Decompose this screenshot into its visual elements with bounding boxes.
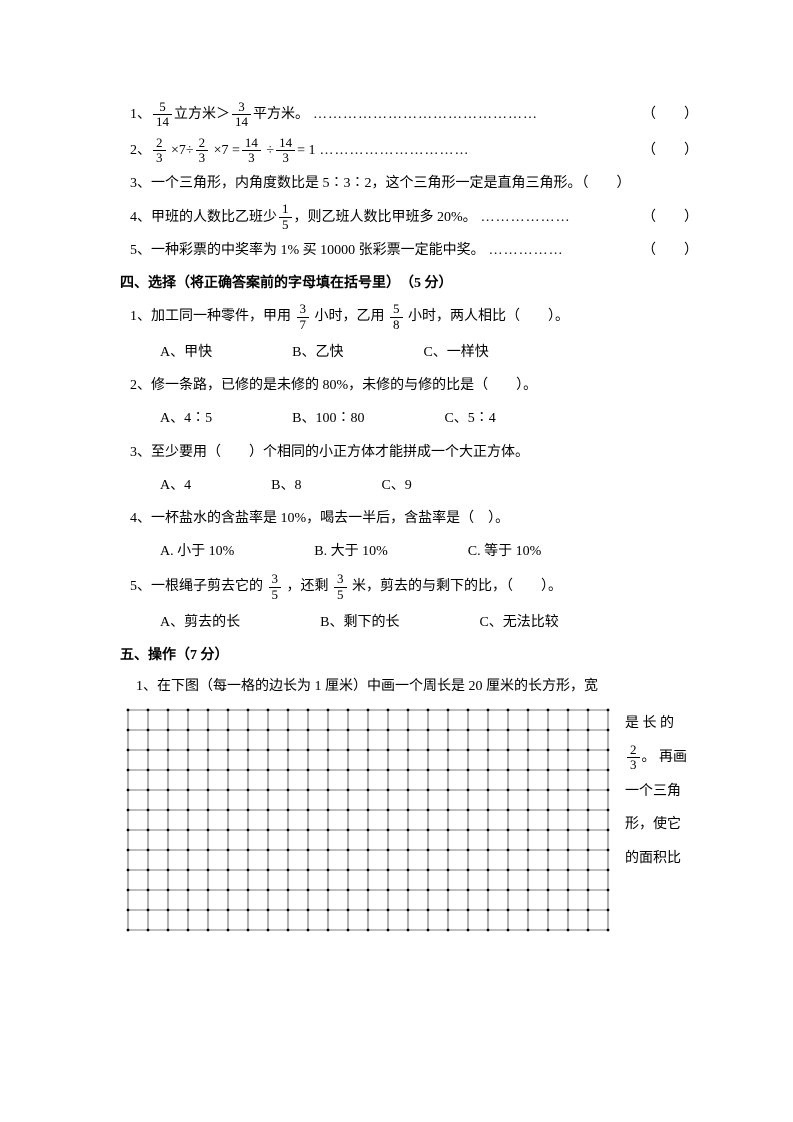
op-mul: ×7÷ bbox=[168, 138, 194, 163]
side-r1a: 是 bbox=[625, 707, 639, 741]
mc-q2: 2、修一条路，已修的是未修的 80%，未修的与修的比是（ ）。 bbox=[130, 373, 698, 398]
tf-q2: 2、 23 ×7÷ 23 ×7 = 143 ÷ 143 = 1 ……………………… bbox=[130, 136, 698, 166]
side-text: 是 长 的 23 。 再画 一个三角 形，使它 的面积比 bbox=[625, 707, 687, 875]
mc-q5-mid: ，还剩 bbox=[287, 579, 329, 594]
side-r1b: 长 bbox=[643, 707, 657, 741]
dots: ……………………………………… bbox=[313, 102, 638, 127]
mc-q3: 3、至少要用（ ）个相同的小正方体才能拼成一个大正方体。 bbox=[130, 440, 698, 465]
tf-q2-prefix: 2、 bbox=[130, 138, 151, 163]
mc-q1-c: C、一样快 bbox=[423, 340, 488, 365]
mc-q4-a: A. 小于 10% bbox=[160, 539, 234, 564]
op-div: ÷ bbox=[263, 138, 274, 163]
mc-q1-options: A、甲快 B、乙快 C、一样快 bbox=[160, 340, 698, 365]
mc-q4-c: C. 等于 10% bbox=[468, 539, 542, 564]
mc-q5: 5、一根绳子剪去它的 35 ，还剩 35 米，剪去的与剩下的比，（ ）。 bbox=[130, 572, 698, 602]
dots: ……………… bbox=[481, 205, 638, 230]
op-mul2: ×7 = bbox=[210, 138, 240, 163]
side-r2-p2: 再画 bbox=[659, 741, 687, 775]
side-r2-s: 。 bbox=[642, 741, 656, 775]
tf-q1-mid: 立方米＞ bbox=[174, 102, 230, 127]
mc-q3-a: A、4 bbox=[160, 473, 191, 498]
tf-q1: 1、 514 立方米＞ 314 平方米。 ……………………………………… （ ） bbox=[130, 100, 698, 130]
frac-3-7: 37 bbox=[297, 302, 310, 332]
dots: ………………………… bbox=[319, 138, 638, 163]
mc-q2-b: B、100∶80 bbox=[292, 406, 364, 431]
side-r1c: 的 bbox=[660, 707, 674, 741]
frac-5-14: 514 bbox=[153, 100, 172, 130]
tf-q4: 4、甲班的人数比乙班少 15 ，则乙班人数比甲班多 20%。 ……………… （ … bbox=[130, 202, 698, 232]
frac-2-3b: 23 bbox=[196, 136, 209, 166]
mc-q3-b: B、8 bbox=[271, 473, 301, 498]
frac-14-3a: 143 bbox=[242, 136, 261, 166]
tf-q2-paren: （ ） bbox=[642, 138, 698, 163]
tf-q4-suffix: ，则乙班人数比甲班多 20%。 bbox=[294, 205, 477, 230]
grid-graph bbox=[125, 707, 611, 933]
mc-q1-b: B、乙快 bbox=[292, 340, 343, 365]
frac-3-14: 314 bbox=[232, 100, 251, 130]
mc-q5-b: B、剩下的长 bbox=[320, 610, 399, 635]
mc-q2-a: A、4∶5 bbox=[160, 406, 212, 431]
section5-title: 五、操作（7 分） bbox=[120, 643, 698, 668]
mc-q5-a: A、剪去的长 bbox=[160, 610, 240, 635]
tf-q1-paren: （ ） bbox=[642, 102, 698, 127]
tf-q5-paren: （ ） bbox=[642, 238, 698, 263]
mc-q4-b: B. 大于 10% bbox=[314, 539, 388, 564]
mc-q1-a: A、甲快 bbox=[160, 340, 212, 365]
frac-3-5a: 35 bbox=[269, 572, 282, 602]
tf-q2-suffix: = 1 bbox=[297, 138, 315, 163]
tf-q1-suffix: 平方米。 bbox=[253, 102, 309, 127]
tf-q4-prefix: 4、甲班的人数比乙班少 bbox=[130, 205, 277, 230]
frac-2-3-side: 23 bbox=[627, 743, 640, 773]
tf-q5: 5、一种彩票的中奖率为 1% 买 10000 张彩票一定能中奖。 …………… （… bbox=[130, 238, 698, 263]
mc-q2-c: C、5∶4 bbox=[444, 406, 495, 431]
mc-q1-suffix: 小时，两人相比（ ）。 bbox=[408, 309, 569, 324]
page-content: 1、 514 立方米＞ 314 平方米。 ……………………………………… （ ）… bbox=[0, 0, 793, 973]
mc-q5-c: C、无法比较 bbox=[479, 610, 558, 635]
frac-2-3a: 23 bbox=[153, 136, 166, 166]
frac-5-8: 58 bbox=[390, 302, 403, 332]
mc-q3-options: A、4 B、8 C、9 bbox=[160, 473, 698, 498]
tf-q3-text: 3、一个三角形，内角度数比是 5∶3∶2，这个三角形一定是直角三角形。（ ） bbox=[130, 171, 698, 196]
mc-q4-options: A. 小于 10% B. 大于 10% C. 等于 10% bbox=[160, 539, 698, 564]
mc-q5-prefix: 5、一根绳子剪去它的 bbox=[130, 579, 263, 594]
tf-q1-prefix: 1、 bbox=[130, 102, 151, 127]
dots: …………… bbox=[489, 238, 638, 263]
mc-q3-c: C、9 bbox=[381, 473, 411, 498]
frac-14-3b: 143 bbox=[276, 136, 295, 166]
frac-1-5: 15 bbox=[279, 202, 292, 232]
mc-q1: 1、加工同一种零件，甲用 37 小时，乙用 58 小时，两人相比（ ）。 bbox=[130, 302, 698, 332]
section4-title: 四、选择（将正确答案前的字母填在括号里） （5 分） bbox=[120, 271, 698, 296]
mc-q2-options: A、4∶5 B、100∶80 C、5∶4 bbox=[160, 406, 698, 431]
side-r3: 一个三角 bbox=[625, 775, 687, 809]
frac-3-5b: 35 bbox=[334, 572, 347, 602]
mc-q5-suffix: 米，剪去的与剩下的比，（ ）。 bbox=[352, 579, 562, 594]
side-r5: 的面积比 bbox=[625, 842, 687, 876]
mc-q4: 4、一杯盐水的含盐率是 10%，喝去一半后，含盐率是（ ）。 bbox=[130, 506, 698, 531]
mc-q5-options: A、剪去的长 B、剩下的长 C、无法比较 bbox=[160, 610, 698, 635]
tf-q3: 3、一个三角形，内角度数比是 5∶3∶2，这个三角形一定是直角三角形。（ ） bbox=[130, 171, 698, 196]
draw-q1: 1、在下图（每一格的边长为 1 厘米）中画一个周长是 20 厘米的长方形，宽 bbox=[136, 674, 698, 699]
tf-q5-text: 5、一种彩票的中奖率为 1% 买 10000 张彩票一定能中奖。 bbox=[130, 238, 485, 263]
side-r4: 形，使它 bbox=[625, 808, 687, 842]
tf-q4-paren: （ ） bbox=[642, 205, 698, 230]
mc-q1-mid: 小时，乙用 bbox=[315, 309, 385, 324]
mc-q1-prefix: 1、加工同一种零件，甲用 bbox=[130, 309, 291, 324]
grid-wrap: 是 长 的 23 。 再画 一个三角 形，使它 的面积比 bbox=[130, 707, 698, 933]
